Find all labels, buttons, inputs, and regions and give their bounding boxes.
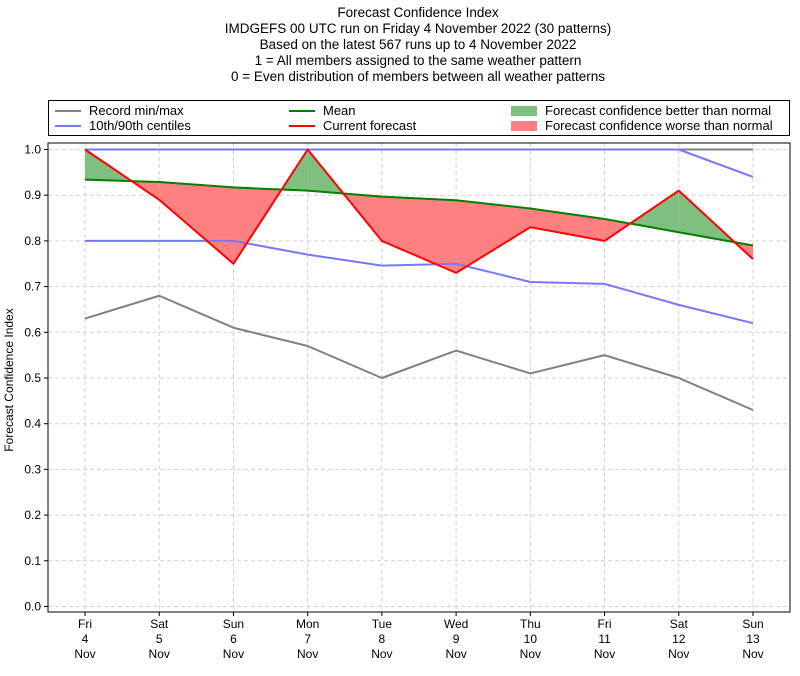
legend-worse: Forecast confidence worse than normal xyxy=(511,118,773,133)
legend-mean: Mean xyxy=(289,103,356,118)
centile-90-line xyxy=(85,148,754,178)
x-tick-label: 7 xyxy=(304,632,311,646)
y-tick-label: 0.4 xyxy=(24,417,41,431)
x-tick-label: Sat xyxy=(670,617,689,631)
x-tick-label: Nov xyxy=(520,647,541,661)
worse-than-normal-area xyxy=(456,200,531,273)
x-tick-label: 10 xyxy=(524,632,538,646)
x-tick-label: 13 xyxy=(746,632,760,646)
x-tick-label: Sun xyxy=(742,617,763,631)
x-tick-label: 12 xyxy=(672,632,686,646)
x-tick-label: Nov xyxy=(445,647,466,661)
x-tick-label: Mon xyxy=(296,617,319,631)
y-tick-label: 0.3 xyxy=(24,462,41,476)
mean-line xyxy=(84,178,754,247)
x-tick-label: 5 xyxy=(156,632,163,646)
current-forecast-line xyxy=(84,148,754,274)
x-tick-label: Nov xyxy=(223,647,244,661)
x-tick-label: Fri xyxy=(598,617,612,631)
x-tick-label: 8 xyxy=(379,632,386,646)
y-tick-label: 0.8 xyxy=(24,234,41,248)
x-tick-label: Nov xyxy=(297,647,318,661)
legend-better: Forecast confidence better than normal xyxy=(511,103,771,118)
x-tick-label: 6 xyxy=(230,632,237,646)
x-tick-label: Nov xyxy=(742,647,763,661)
y-axis-label: Forecast Confidence Index xyxy=(2,308,16,451)
legend-record: Record min/max xyxy=(55,103,184,118)
y-tick-label: 0.5 xyxy=(24,371,41,385)
worse-than-normal-area xyxy=(159,181,234,264)
centile-10-line xyxy=(85,239,754,325)
chart-subtitle-run: IMDGEFS 00 UTC run on Friday 4 November … xyxy=(224,21,612,36)
x-tick-label: Nov xyxy=(74,647,95,661)
y-tick-label: 1.0 xyxy=(24,143,41,157)
x-tick-label: Fri xyxy=(78,617,92,631)
plot-frame xyxy=(47,142,791,613)
chart-subtitle-zero: 0 = Even distribution of members between… xyxy=(230,69,606,84)
x-tick-label: 9 xyxy=(453,632,460,646)
x-tick-label: Nov xyxy=(668,647,689,661)
x-tick-label: Nov xyxy=(594,647,615,661)
y-tick-label: 0.6 xyxy=(24,325,41,339)
x-tick-label: Sun xyxy=(223,617,244,631)
better-than-normal-area xyxy=(630,190,679,233)
legend: Record min/max 10th/90th centiles Mean C… xyxy=(48,100,790,136)
x-tick-label: Wed xyxy=(444,617,468,631)
legend-current: Current forecast xyxy=(289,118,416,133)
x-tick-label: 11 xyxy=(598,632,611,646)
y-tick-label: 0.7 xyxy=(24,280,41,294)
y-tick-label: 0.0 xyxy=(24,600,41,614)
y-tick-label: 0.1 xyxy=(24,554,41,568)
x-tick-label: Sat xyxy=(150,617,169,631)
x-tick-label: Nov xyxy=(149,647,170,661)
x-tick-label: Tue xyxy=(372,617,393,631)
y-tick-label: 0.2 xyxy=(24,508,41,522)
worse-than-normal-area xyxy=(381,196,457,273)
chart-title: Forecast Confidence Index xyxy=(337,5,499,20)
x-tick-label: Thu xyxy=(520,617,541,631)
y-tick-label: 0.9 xyxy=(24,188,41,202)
legend-centiles: 10th/90th centiles xyxy=(55,118,191,133)
x-tick-label: 4 xyxy=(82,632,89,646)
chart-subtitle-runs: Based on the latest 567 runs up to 4 Nov… xyxy=(259,37,577,52)
chart-subtitle-one: 1 = All members assigned to the same wea… xyxy=(254,53,582,68)
x-tick-label: Nov xyxy=(371,647,392,661)
record-min-line xyxy=(84,294,754,411)
